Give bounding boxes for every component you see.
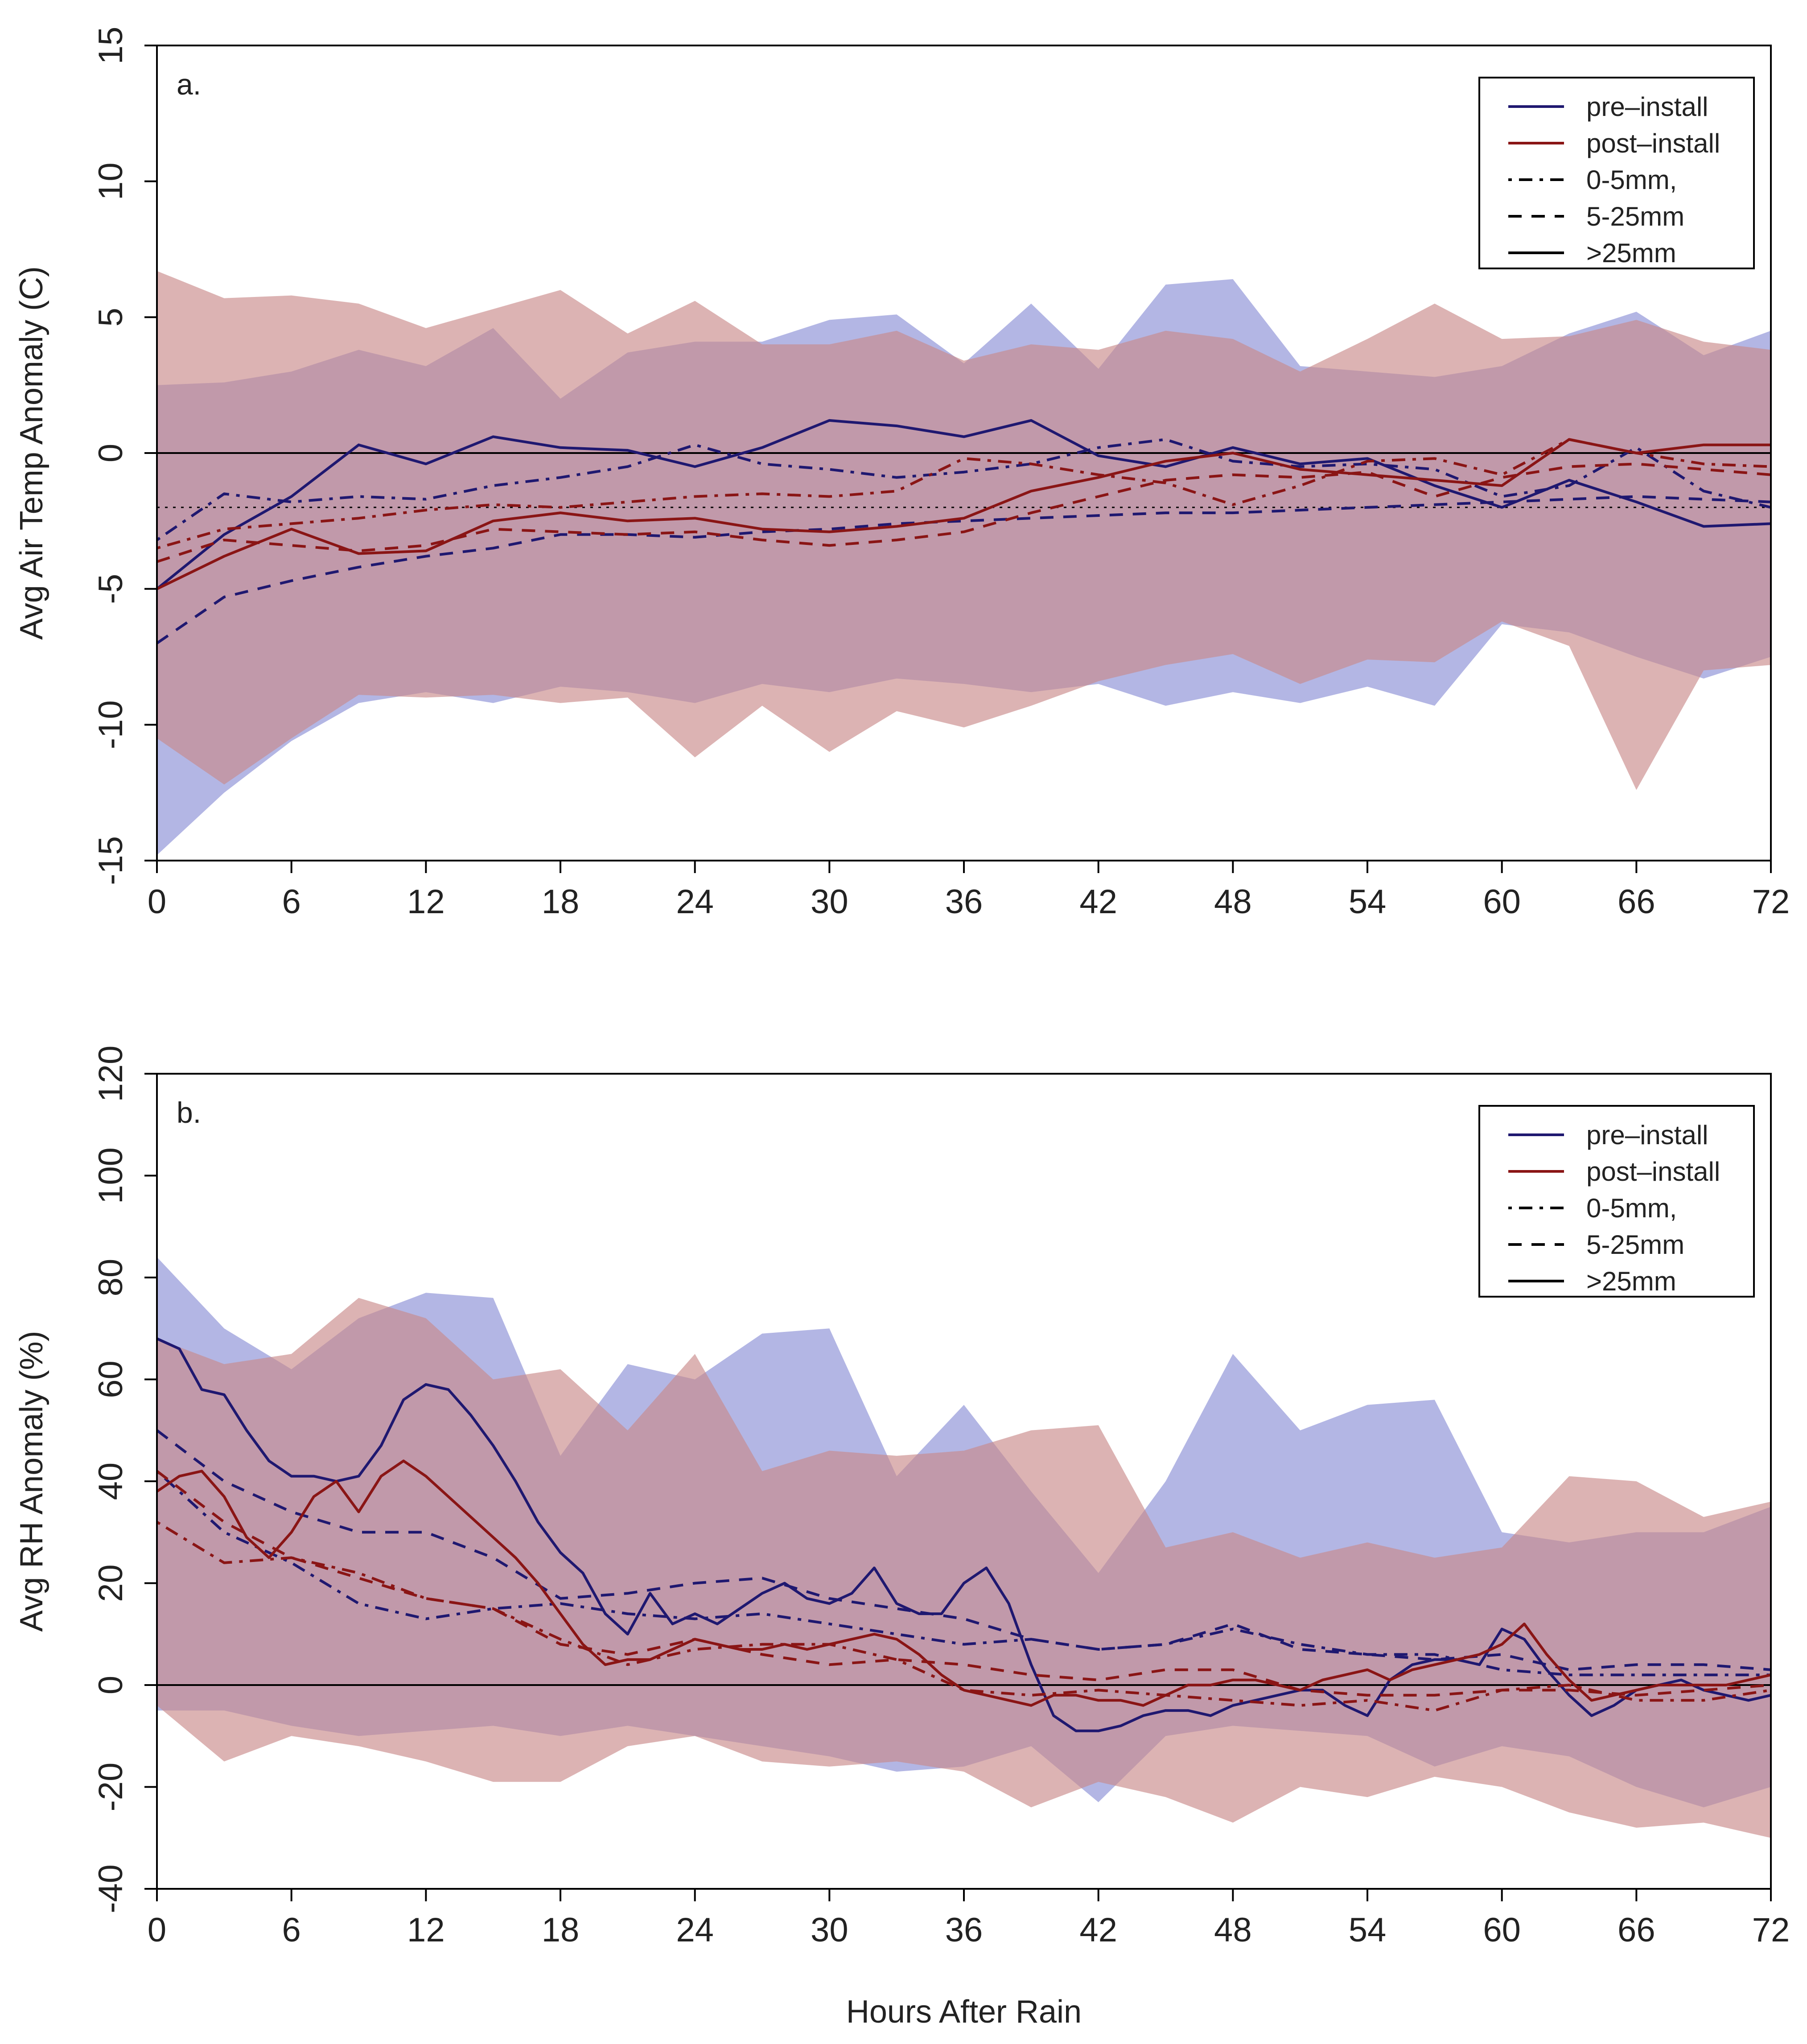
pb-y-tick-label-120: 120 [92, 1046, 130, 1102]
panel-b-y-axis-title: Avg RH Anomaly (%) [14, 1331, 49, 1632]
pb-y-tick-label-40: 40 [92, 1463, 130, 1500]
panel-a-legend-label-pre-install: pre–install [1586, 92, 1708, 122]
pb-x-tick-label-60: 60 [1483, 1911, 1521, 1949]
pa-x-tick-label-42: 42 [1079, 883, 1117, 921]
pb-series-post-install-0-5mm [156, 1521, 1771, 1712]
pa-y-tick-label-neg15: -15 [92, 836, 130, 885]
pb-band-post-install-range [157, 1298, 1771, 1838]
panel-a-letter: a. [177, 68, 201, 101]
panel-b-y-ticks: -40 -20 0 20 40 60 80 100 120 [92, 1046, 157, 1913]
pa-series-post-install-0-5mm [156, 438, 1771, 550]
panel-b-legend-label-0-5mm: 0-5mm, [1586, 1193, 1677, 1223]
panel-a-legend: pre–install post–install 0-5mm, 5-25mm >… [1478, 77, 1755, 269]
panel-a-x-ticks: 0 6 12 18 24 30 36 42 48 54 60 66 72 [148, 861, 1790, 921]
pa-y-tick-label-neg5: -5 [92, 574, 130, 604]
pa-series-pre-install-0-5mm [156, 438, 1771, 541]
panel-a-reference-lines [157, 452, 1771, 508]
pa-series-pre-install-5-25mm [156, 495, 1771, 644]
pa-x-tick-label-18: 18 [542, 883, 580, 921]
panel-a: 0 6 12 18 24 30 36 42 48 54 60 66 72 -15-10-5051015 … [14, 27, 1790, 921]
pb-series-pre-install-0-5mm [156, 1470, 1771, 1677]
panel-b-x-ticks: 0 6 12 18 24 30 36 42 48 54 60 66 72 [148, 1889, 1790, 1949]
pb-x-tick-label-36: 36 [945, 1911, 983, 1949]
pa-series-pre-install-25mm [156, 419, 1771, 590]
panel-a-legend-label-post-install: post–install [1586, 128, 1720, 158]
pa-y-tick-label-5: 5 [92, 308, 130, 326]
pa-x-tick-label-54: 54 [1349, 883, 1387, 921]
pb-y-tick-label-100: 100 [92, 1147, 130, 1204]
pa-x-tick-label-30: 30 [811, 883, 848, 921]
pa-x-tick-label-0: 0 [148, 883, 166, 921]
panel-b-legend-label-pre-install: pre–install [1586, 1120, 1708, 1150]
pb-y-tick-label-neg20: -20 [92, 1763, 130, 1812]
panel-b-letter: b. [177, 1096, 201, 1129]
pa-y-tick-label-neg10: -10 [92, 700, 130, 749]
pb-x-tick-label-48: 48 [1214, 1911, 1252, 1949]
panel-b-series-lines [156, 1337, 1771, 1732]
pa-x-tick-label-36: 36 [945, 883, 983, 921]
pb-x-tick-label-42: 42 [1079, 1911, 1117, 1949]
pb-x-tick-label-0: 0 [148, 1911, 166, 1949]
pa-x-tick-label-72: 72 [1752, 883, 1790, 921]
panel-b-legend-box [1478, 1105, 1755, 1298]
panel-a-series-lines [156, 419, 1771, 644]
pb-y-tick-label-neg40: -40 [92, 1864, 130, 1913]
pa-x-tick-label-12: 12 [407, 883, 445, 921]
panel-b-legend-label-post-install: post–install [1586, 1157, 1720, 1187]
pa-y-tick-label-0: 0 [92, 444, 130, 462]
pa-x-tick-label-6: 6 [282, 883, 301, 921]
panel-a-legend-label-0-5mm: 0-5mm, [1586, 165, 1677, 195]
pb-y-tick-label-0: 0 [92, 1676, 130, 1694]
pb-x-tick-label-54: 54 [1349, 1911, 1387, 1949]
panel-b: 0 6 12 18 24 30 36 42 48 54 60 66 72 -40 -20 0 20 40 60 80… [14, 1046, 1790, 2030]
pb-x-tick-label-30: 30 [811, 1911, 848, 1949]
pa-y-tick-label-10: 10 [92, 162, 130, 200]
pb-y-tick-label-80: 80 [92, 1259, 130, 1297]
panel-b-legend: pre–install post–install 0-5mm, 5-25mm >… [1478, 1105, 1755, 1298]
pb-x-tick-label-6: 6 [282, 1911, 301, 1949]
panel-a-legend-label-5-25mm: 5-25mm [1586, 202, 1684, 231]
pa-series-post-install-5-25mm [156, 462, 1771, 563]
panel-b-legend-label-5-25mm: 5-25mm [1586, 1230, 1684, 1260]
pa-x-tick-label-24: 24 [676, 883, 714, 921]
panel-a-y-axis-title: Avg Air Temp Anomaly (C) [14, 266, 49, 640]
panel-b-legend-label-over-25mm: >25mm [1586, 1266, 1676, 1296]
pb-y-tick-label-20: 20 [92, 1564, 130, 1602]
pb-x-tick-label-72: 72 [1752, 1911, 1790, 1949]
pb-x-tick-label-18: 18 [542, 1911, 580, 1949]
pb-x-tick-label-24: 24 [676, 1911, 714, 1949]
pa-y-tick-label-15: 15 [92, 27, 130, 65]
panel-a-y-ticks: -15 -10 -5 0 5 10 15 [92, 27, 157, 885]
pb-x-tick-label-66: 66 [1618, 1911, 1655, 1949]
pb-series-pre-install-25mm [156, 1337, 1771, 1732]
panel-a-legend-box [1478, 77, 1755, 269]
pb-series-post-install-25mm [156, 1459, 1771, 1707]
panel-b-x-axis-title: Hours After Rain [846, 1994, 1082, 2030]
pa-x-tick-label-48: 48 [1214, 883, 1252, 921]
pa-series-post-install-25mm [156, 438, 1771, 590]
pb-y-tick-label-60: 60 [92, 1360, 130, 1398]
panel-a-legend-label-over-25mm: >25mm [1586, 238, 1676, 268]
pa-x-tick-label-66: 66 [1618, 883, 1655, 921]
pb-x-tick-label-12: 12 [407, 1911, 445, 1949]
pa-x-tick-label-60: 60 [1483, 883, 1521, 921]
